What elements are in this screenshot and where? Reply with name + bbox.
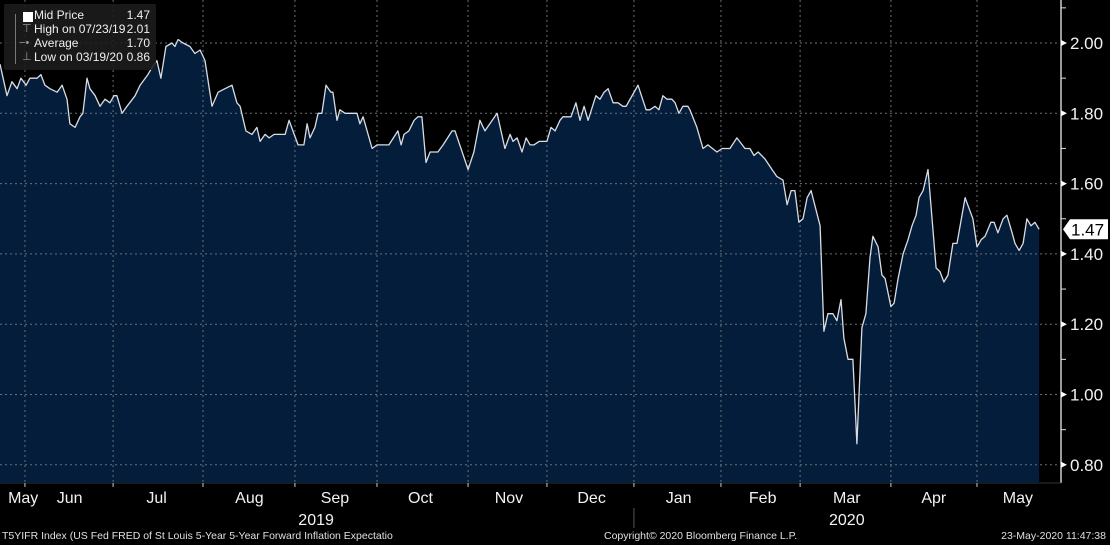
month-label: Jun: [57, 490, 83, 507]
price-line: [0, 38, 1040, 445]
month-label: May: [1003, 490, 1033, 507]
legend-item-low[interactable]: Low on 03/19/20 0.86: [34, 50, 150, 64]
month-label: Jan: [666, 490, 692, 507]
y-tick-marker: [1061, 180, 1067, 187]
legend-label: Mid Price: [34, 8, 85, 22]
month-label: Nov: [495, 490, 523, 507]
gridlines: [0, 0, 1061, 483]
legend-value: 2.01: [126, 22, 150, 36]
y-tick-label: 1.20: [1070, 315, 1103, 334]
average-marker-icon: −•: [19, 37, 30, 49]
mid-price-swatch: [23, 12, 33, 22]
y-tick-marker: [1061, 461, 1067, 468]
legend-item-mid-price[interactable]: Mid Price 1.47: [34, 8, 150, 22]
month-label: Sep: [321, 490, 350, 507]
timestamp: 23-May-2020 11:47:38: [1001, 530, 1106, 542]
last-value-box: [1063, 219, 1108, 240]
legend-value: 1.47: [126, 8, 150, 22]
y-tick-label: 1.80: [1070, 104, 1103, 123]
y-axis: 2.00 1.80 1.60 1.40 1.20 1.00 0.80 1.47: [1060, 0, 1108, 483]
month-label: Oct: [408, 490, 433, 507]
high-marker-icon: ⊤: [22, 23, 32, 35]
area-fill: [0, 39, 1040, 483]
y-tick-marker: [1061, 110, 1067, 117]
month-label: Apr: [921, 490, 947, 507]
legend-tree-line: [15, 14, 16, 64]
y-tick-label: 2.00: [1070, 34, 1103, 53]
y-tick-label: 0.80: [1070, 456, 1103, 475]
y-tick-marker: [1061, 250, 1067, 257]
month-label: Mar: [833, 490, 861, 507]
legend-value: 1.70: [126, 36, 150, 50]
month-label: Dec: [577, 490, 605, 507]
security-description: T5YIFR Index (US Fed FRED of St Louis 5-…: [2, 530, 393, 542]
month-label: Jul: [146, 490, 166, 507]
legend-value: 0.86: [126, 50, 150, 64]
y-tick-marker: [1061, 40, 1067, 46]
legend-label: High on 07/23/19: [34, 22, 126, 36]
legend-item-high[interactable]: High on 07/23/19 2.01: [34, 22, 150, 36]
year-label: 2019: [298, 512, 334, 529]
y-tick-label: 1.40: [1070, 245, 1103, 264]
y-tick-marker: [1061, 391, 1067, 398]
series-layer: [0, 0, 1061, 483]
x-axis: May Jun Jul Aug Sep Oct Nov Dec Jan Feb Mar Apr May 2…: [0, 482, 1061, 529]
low-marker-icon: ⊥: [22, 51, 32, 63]
legend-label: Low on 03/19/20: [34, 50, 123, 64]
copyright: Copyright© 2020 Bloomberg Finance L.P.: [604, 530, 798, 542]
year-label: 2020: [829, 512, 865, 529]
legend-item-average[interactable]: Average 1.70: [34, 36, 150, 50]
legend-label: Average: [34, 36, 79, 50]
legend[interactable]: Mid Price 1.47 ⊤ High on 07/23/19 2.01 −…: [4, 4, 156, 70]
y-tick-marker: [1061, 321, 1067, 328]
y-tick-label: 1.60: [1070, 175, 1103, 194]
month-label: May: [8, 490, 38, 507]
month-label: Feb: [749, 490, 777, 507]
y-tick-label: 1.00: [1070, 386, 1103, 405]
last-value-label: 1.47: [1071, 220, 1104, 239]
month-label: Aug: [235, 490, 263, 507]
